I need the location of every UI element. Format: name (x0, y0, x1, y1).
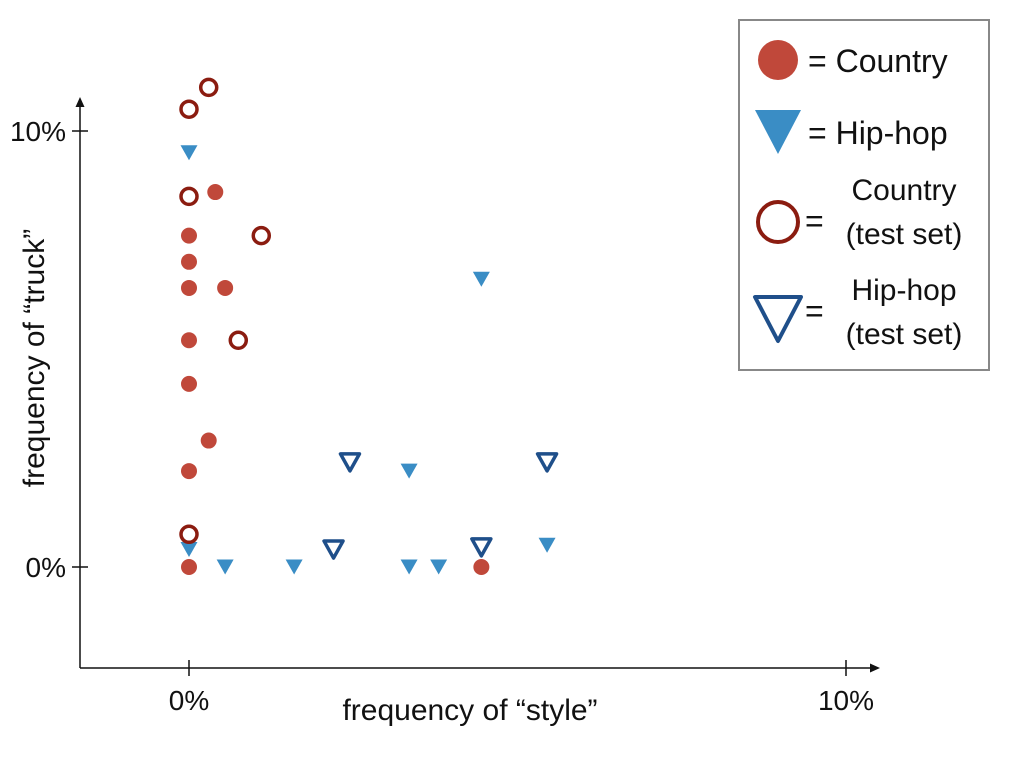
series-country-test-set (179, 77, 272, 545)
data-point-hiphop-test (470, 537, 493, 558)
axes (75, 97, 880, 673)
data-point-country (207, 184, 224, 201)
data-point-hiphop (216, 559, 234, 575)
data-point-hiphop (180, 145, 198, 161)
series-hip-hop (180, 145, 556, 575)
legend-marker-country-test (756, 200, 800, 244)
legend-entry-hiphop-test: = Hip-hop (test set) (753, 274, 963, 351)
x-tick-label: 0% (169, 685, 209, 716)
data-point-country (181, 279, 197, 296)
data-point-hiphop-test (535, 452, 559, 473)
legend-marker-hiphop (755, 110, 801, 154)
data-point-hiphop (430, 559, 448, 575)
series-country (181, 184, 490, 575)
legend-entry-country-test: = Country (test set) (756, 174, 963, 251)
data-point-country (200, 432, 217, 449)
data-point-hiphop (472, 271, 490, 287)
y-tick-label: 10% (10, 116, 66, 147)
data-point-hiphop (400, 559, 418, 575)
data-point-hiphop (285, 559, 303, 575)
legend-entry-hiphop: = Hip-hop (755, 110, 948, 154)
legend-label-hiphop-test-bottom: (test set) (846, 318, 963, 351)
y-axis-label: frequency of “truck” (18, 229, 51, 487)
data-point-country (181, 332, 197, 349)
x-axis-label: frequency of “style” (342, 694, 597, 727)
x-tick-label: 10% (818, 685, 874, 716)
series-hip-hop-test-set (322, 452, 559, 560)
data-point-hiphop-test (322, 539, 345, 560)
data-point-country (473, 559, 490, 575)
data-point-country (181, 227, 197, 244)
legend-equals: = (805, 293, 824, 329)
y-axis-arrow (75, 97, 85, 107)
data-point-hiphop (538, 537, 556, 553)
data-point-country-test (179, 524, 199, 545)
x-axis-arrow (870, 663, 880, 673)
legend-marker-country (758, 40, 798, 80)
legend-label-hiphop-test-top: Hip-hop (851, 274, 956, 307)
data-point-country (181, 463, 197, 480)
tick-labels: 0% 10% 0% 10% (10, 116, 874, 716)
data-point-country-test (179, 186, 199, 207)
data-point-country-test (179, 99, 199, 119)
data-point-country (181, 375, 197, 392)
data-points (179, 77, 559, 575)
legend-label-country-test-bottom: (test set) (846, 218, 963, 251)
data-point-country (217, 279, 234, 296)
data-point-country (181, 253, 197, 270)
data-point-hiphop (400, 463, 418, 479)
legend-label-country: = Country (808, 43, 948, 79)
data-point-country-test (198, 77, 219, 98)
legend-label-hiphop: = Hip-hop (808, 115, 948, 151)
legend-entry-country: = Country (758, 40, 948, 80)
data-point-country-test (228, 330, 249, 351)
data-point-country-test (251, 225, 272, 246)
legend-equals: = (805, 203, 824, 239)
data-point-hiphop (180, 542, 198, 558)
y-tick-label: 0% (26, 552, 66, 583)
legend-label-country-test-top: Country (851, 174, 956, 207)
legend-marker-hiphop-test (753, 295, 803, 343)
data-point-hiphop-test (338, 452, 362, 473)
legend: = Country = Hip-hop = Country (test set) = Hip… (738, 19, 990, 371)
data-point-country (181, 559, 197, 575)
